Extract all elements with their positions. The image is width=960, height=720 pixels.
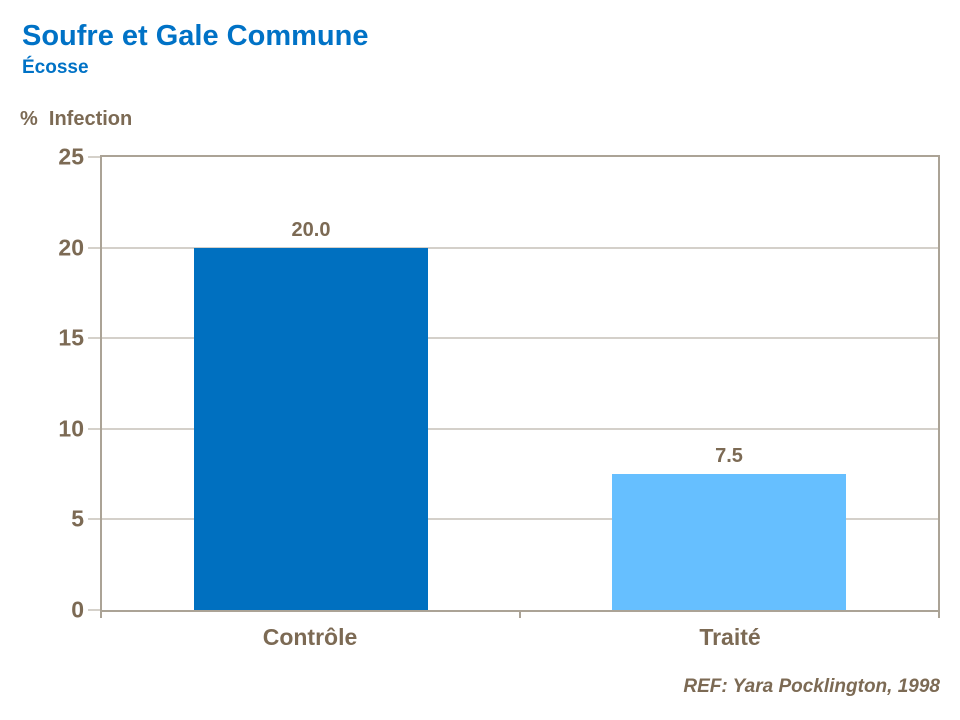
- gridline: [102, 247, 938, 249]
- y-axis-tick-mark: [88, 156, 100, 158]
- gridline: [102, 337, 938, 339]
- y-axis-tick-label: 15: [58, 324, 84, 351]
- y-axis-tick-mark: [88, 428, 100, 430]
- x-axis-tick-mark: [100, 611, 102, 618]
- bar-traite[interactable]: [611, 474, 847, 610]
- y-axis-tick-label: 25: [58, 143, 84, 170]
- bar-value-label-traite: 7.5: [715, 445, 743, 468]
- y-axis-tick-labels: 0 5 10 15 20 25: [0, 145, 84, 621]
- bar-value-label-controle: 20.0: [291, 218, 331, 241]
- category-labels-row: Contrôle Traité: [100, 624, 940, 651]
- gridlines-layer: [102, 157, 938, 610]
- y-axis-label: % Infection: [20, 108, 133, 130]
- category-label-controle: Contrôle: [262, 624, 358, 650]
- y-axis-tick-label: 10: [58, 415, 84, 442]
- category-label-traite: Traité: [699, 624, 761, 650]
- bar-group-controle: 20.0: [102, 157, 520, 610]
- y-axis-tick-label: 5: [71, 505, 84, 532]
- chart-subtitle: Écosse: [22, 57, 89, 78]
- gridline: [102, 518, 938, 520]
- bars-layer: 20.0 7.5: [102, 157, 938, 610]
- y-axis-tick-mark: [88, 518, 100, 520]
- y-axis-tick-mark: [88, 247, 100, 249]
- chart-title: Soufre et Gale Commune: [22, 20, 369, 52]
- y-axis-tick-label: 0: [71, 596, 84, 623]
- y-axis-tick-mark: [88, 337, 100, 339]
- y-axis-tick-label: 20: [58, 234, 84, 261]
- x-axis-tick-marks: [100, 611, 940, 619]
- x-axis-tick-mark: [938, 611, 940, 618]
- x-axis-tick-mark: [519, 611, 521, 618]
- bar-controle[interactable]: [193, 247, 429, 610]
- y-axis-tick-marks: [88, 156, 100, 611]
- gridline: [102, 428, 938, 430]
- plot-area: 20.0 7.5: [100, 155, 940, 612]
- y-axis-tick-mark: [88, 609, 100, 611]
- reference-text: REF: Yara Pocklington, 1998: [683, 676, 940, 697]
- bar-group-traite: 7.5: [520, 157, 938, 610]
